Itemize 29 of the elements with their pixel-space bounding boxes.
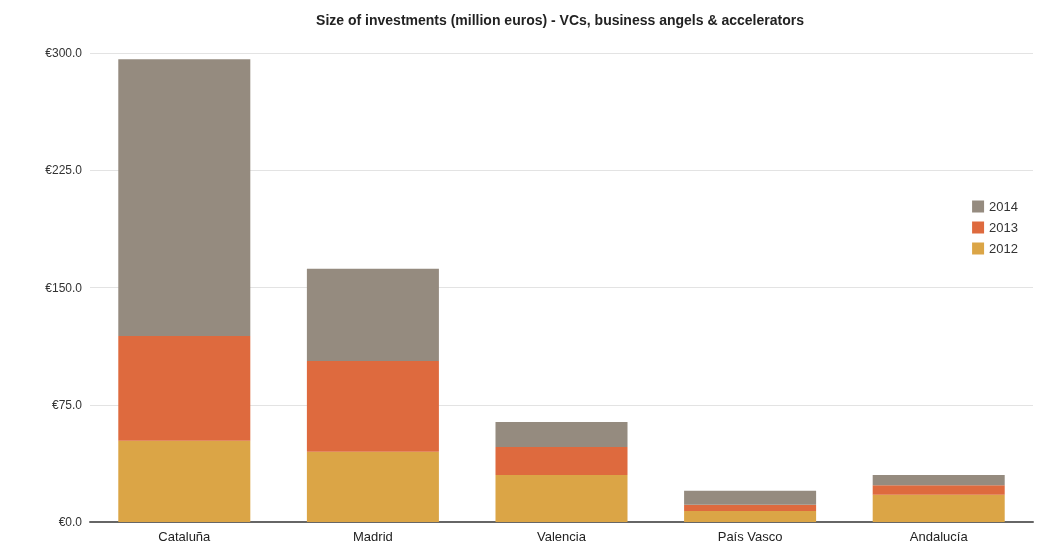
y-tick-label: €225.0 bbox=[45, 163, 83, 178]
y-tick-label: €300.0 bbox=[45, 46, 83, 60]
bar bbox=[118, 59, 251, 336]
bar bbox=[684, 504, 817, 512]
x-tick-label: Cataluña bbox=[158, 529, 212, 544]
x-tick-label: Andalucía bbox=[909, 529, 969, 544]
x-tick-label: Madrid bbox=[353, 529, 393, 544]
legend-label: 2014 bbox=[989, 199, 1018, 214]
y-tick-label: €150.0 bbox=[45, 280, 83, 295]
bar bbox=[306, 268, 439, 361]
legend-label: 2013 bbox=[989, 220, 1018, 235]
bar bbox=[306, 360, 439, 452]
y-tick-label: €75.0 bbox=[51, 397, 83, 412]
bar bbox=[495, 421, 628, 447]
x-tick-label: Valencia bbox=[537, 529, 587, 544]
bar bbox=[872, 475, 1005, 486]
bar bbox=[118, 440, 251, 522]
bar bbox=[495, 446, 628, 476]
legend-label: 2012 bbox=[989, 241, 1018, 256]
bar bbox=[495, 475, 628, 522]
bar bbox=[684, 490, 817, 505]
bar bbox=[118, 335, 251, 441]
y-tick-label: €0.0 bbox=[58, 515, 83, 529]
x-tick-label: País Vasco bbox=[717, 529, 783, 544]
bar bbox=[684, 511, 817, 522]
chart-title: Size of investments (million euros) - VCs, business angels & accelerators bbox=[316, 12, 805, 28]
bar bbox=[306, 451, 439, 522]
bar bbox=[872, 485, 1005, 495]
bar bbox=[872, 494, 1005, 522]
